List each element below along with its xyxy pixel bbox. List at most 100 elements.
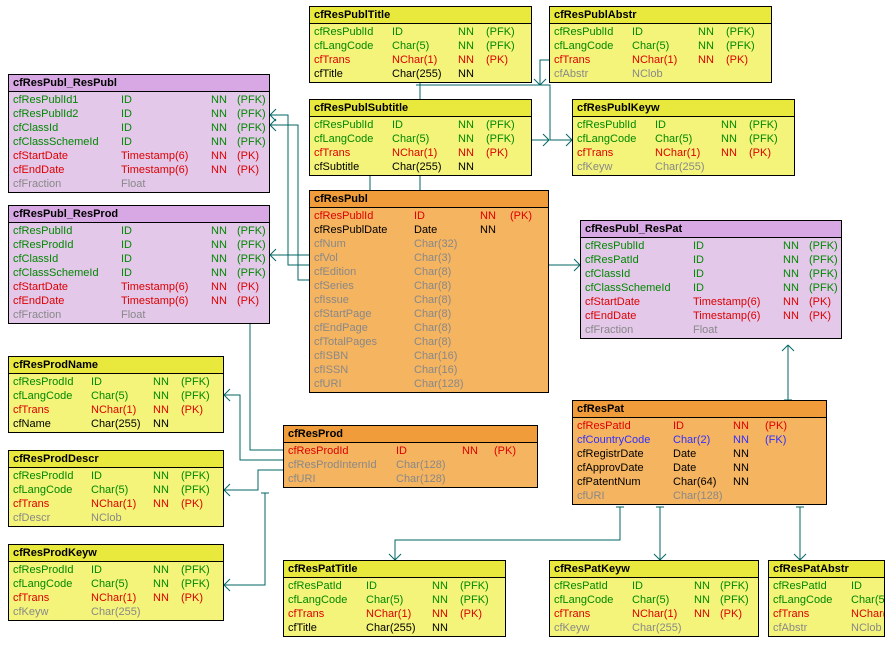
col-type: NChar(1) bbox=[632, 53, 698, 67]
col-nullable: NN bbox=[211, 224, 237, 238]
col-key: (PK) bbox=[237, 163, 271, 177]
col-nullable: NN bbox=[458, 53, 486, 67]
col-name: cfTrans bbox=[13, 403, 91, 417]
col-type: Timestamp(6) bbox=[121, 163, 211, 177]
column-row: cfAbstrNClob bbox=[550, 67, 771, 81]
col-name: cfEndDate bbox=[585, 309, 693, 323]
col-key: (PK) bbox=[510, 209, 544, 223]
column-row: cfKeywChar(255) bbox=[573, 160, 794, 174]
col-nullable: NN bbox=[211, 252, 237, 266]
entity-title: cfResPatAbstr bbox=[769, 561, 884, 578]
col-type: Char(16) bbox=[414, 349, 480, 363]
col-name: cfResProdInternId bbox=[288, 458, 396, 472]
col-nullable: NN bbox=[458, 160, 486, 174]
col-nullable bbox=[480, 377, 510, 391]
entity-cfResPubl_ResProd[interactable]: cfResPubl_ResProdcfResPublIdIDNN(PFK)cfR… bbox=[8, 205, 270, 324]
col-name: cfClassSchemeId bbox=[13, 266, 121, 280]
entity-cfResPublKeyw[interactable]: cfResPublKeywcfResPublIdIDNN(PFK)cfLangC… bbox=[572, 99, 795, 176]
entity-cfResPubl_ResPat[interactable]: cfResPubl_ResPatcfResPublIdIDNN(PFK)cfRe… bbox=[580, 220, 842, 339]
column-row: cfResPatIdIDNN(PFK) bbox=[769, 579, 884, 593]
col-name: cfVol bbox=[314, 251, 414, 265]
col-nullable: NN bbox=[211, 107, 237, 121]
entity-cfResPublTitle[interactable]: cfResPublTitlecfResPublIdIDNN(PFK)cfLang… bbox=[309, 6, 532, 83]
entity-rows: cfResPatIdIDNN(PFK)cfLangCodeChar(5)NN(P… bbox=[769, 578, 884, 636]
col-name: cfNum bbox=[314, 237, 414, 251]
col-name: cfTrans bbox=[554, 607, 632, 621]
column-row: cfTransNChar(1)NN(PK) bbox=[310, 146, 531, 160]
col-name: cfLangCode bbox=[13, 389, 91, 403]
column-row: cfStartDateTimestamp(6)NN(PK) bbox=[9, 280, 269, 294]
col-nullable: NN bbox=[432, 593, 460, 607]
entity-cfResPublAbstr[interactable]: cfResPublAbstrcfResPublIdIDNN(PFK)cfLang… bbox=[549, 6, 772, 83]
column-row: cfResPublIdIDNN(PFK) bbox=[581, 239, 841, 253]
col-key: (PFK) bbox=[809, 239, 843, 253]
col-nullable: NN bbox=[458, 146, 486, 160]
col-type: ID bbox=[693, 239, 783, 253]
col-nullable: NN bbox=[480, 223, 510, 237]
col-nullable bbox=[480, 251, 510, 265]
col-type: Timestamp(6) bbox=[121, 280, 211, 294]
col-nullable bbox=[480, 363, 510, 377]
col-key: (FK) bbox=[765, 433, 799, 447]
col-nullable: NN bbox=[211, 121, 237, 135]
entity-cfResPatTitle[interactable]: cfResPatTitlecfResPatIdIDNN(PFK)cfLangCo… bbox=[283, 560, 506, 637]
col-nullable: NN bbox=[153, 591, 181, 605]
col-key: (PFK) bbox=[749, 132, 789, 146]
entity-cfResProdDescr[interactable]: cfResProdDescrcfResProdIdIDNN(PFK)cfLang… bbox=[8, 450, 224, 527]
col-key bbox=[765, 447, 799, 461]
column-row: cfResPublId1IDNN(PFK) bbox=[9, 93, 269, 107]
col-type: Char(5) bbox=[655, 132, 721, 146]
entity-cfResPubl_ResPubl[interactable]: cfResPubl_ResPublcfResPublId1IDNN(PFK)cf… bbox=[8, 74, 270, 193]
col-name: cfISBN bbox=[314, 349, 414, 363]
column-row: cfLangCodeChar(5)NN(PFK) bbox=[573, 132, 794, 146]
col-key: (PK) bbox=[486, 53, 526, 67]
col-name: cfName bbox=[13, 417, 91, 431]
col-key: (PFK) bbox=[237, 107, 271, 121]
col-nullable: NN bbox=[721, 146, 749, 160]
entity-cfResProdName[interactable]: cfResProdNamecfResProdIdIDNN(PFK)cfLangC… bbox=[8, 356, 224, 433]
column-row: cfEditionChar(8) bbox=[310, 265, 548, 279]
entity-cfResPatAbstr[interactable]: cfResPatAbstrcfResPatIdIDNN(PFK)cfLangCo… bbox=[768, 560, 885, 637]
col-name: cfFraction bbox=[13, 308, 121, 322]
entity-cfResProdKeyw[interactable]: cfResProdKeywcfResProdIdIDNN(PFK)cfLangC… bbox=[8, 544, 224, 621]
col-nullable: NN bbox=[153, 375, 181, 389]
col-key bbox=[510, 335, 544, 349]
col-key: (PFK) bbox=[237, 93, 271, 107]
entity-cfResPubl[interactable]: cfResPublcfResPublIdIDNN(PK)cfResPublDat… bbox=[309, 190, 549, 393]
col-nullable: NN bbox=[694, 607, 720, 621]
col-type: Char(5) bbox=[632, 39, 698, 53]
col-nullable: NN bbox=[783, 281, 809, 295]
column-row: cfStartPageChar(8) bbox=[310, 307, 548, 321]
col-type: Date bbox=[673, 461, 733, 475]
col-type: Char(8) bbox=[414, 321, 480, 335]
entity-cfResPublSubtitle[interactable]: cfResPublSubtitlecfResPublIdIDNN(PFK)cfL… bbox=[309, 99, 532, 176]
col-nullable: NN bbox=[432, 579, 460, 593]
col-type: ID bbox=[851, 579, 885, 593]
col-key bbox=[765, 461, 799, 475]
col-nullable bbox=[462, 472, 494, 486]
col-key: (PK) bbox=[749, 146, 789, 160]
entity-cfResPatKeyw[interactable]: cfResPatKeywcfResPatIdIDNN(PFK)cfLangCod… bbox=[549, 560, 759, 637]
entity-rows: cfResPublIdIDNN(PK)cfResPublDateDateNNcf… bbox=[310, 208, 548, 392]
col-nullable: NN bbox=[721, 118, 749, 132]
entity-title: cfResProdDescr bbox=[9, 451, 223, 468]
col-nullable: NN bbox=[783, 239, 809, 253]
col-name: cfTrans bbox=[773, 607, 851, 621]
col-name: cfCountryCode bbox=[577, 433, 673, 447]
col-nullable: NN bbox=[153, 497, 181, 511]
col-type: ID bbox=[392, 118, 458, 132]
entity-cfResPat[interactable]: cfResPatcfResPatIdIDNN(PK)cfCountryCodeC… bbox=[572, 400, 827, 505]
entity-title: cfResPat bbox=[573, 401, 826, 418]
col-type: Date bbox=[414, 223, 480, 237]
column-row: cfKeywChar(255) bbox=[9, 605, 223, 619]
entity-cfResProd[interactable]: cfResProdcfResProdIdIDNN(PK)cfResProdInt… bbox=[283, 425, 538, 488]
col-nullable bbox=[783, 323, 809, 337]
col-name: cfLangCode bbox=[554, 39, 632, 53]
col-type: NChar(1) bbox=[91, 591, 153, 605]
col-type: ID bbox=[91, 563, 153, 577]
col-type: Char(5) bbox=[91, 389, 153, 403]
col-type: Char(255) bbox=[632, 621, 694, 635]
relationship-edge bbox=[224, 470, 283, 490]
col-type: Char(128) bbox=[673, 489, 733, 503]
col-nullable bbox=[480, 293, 510, 307]
